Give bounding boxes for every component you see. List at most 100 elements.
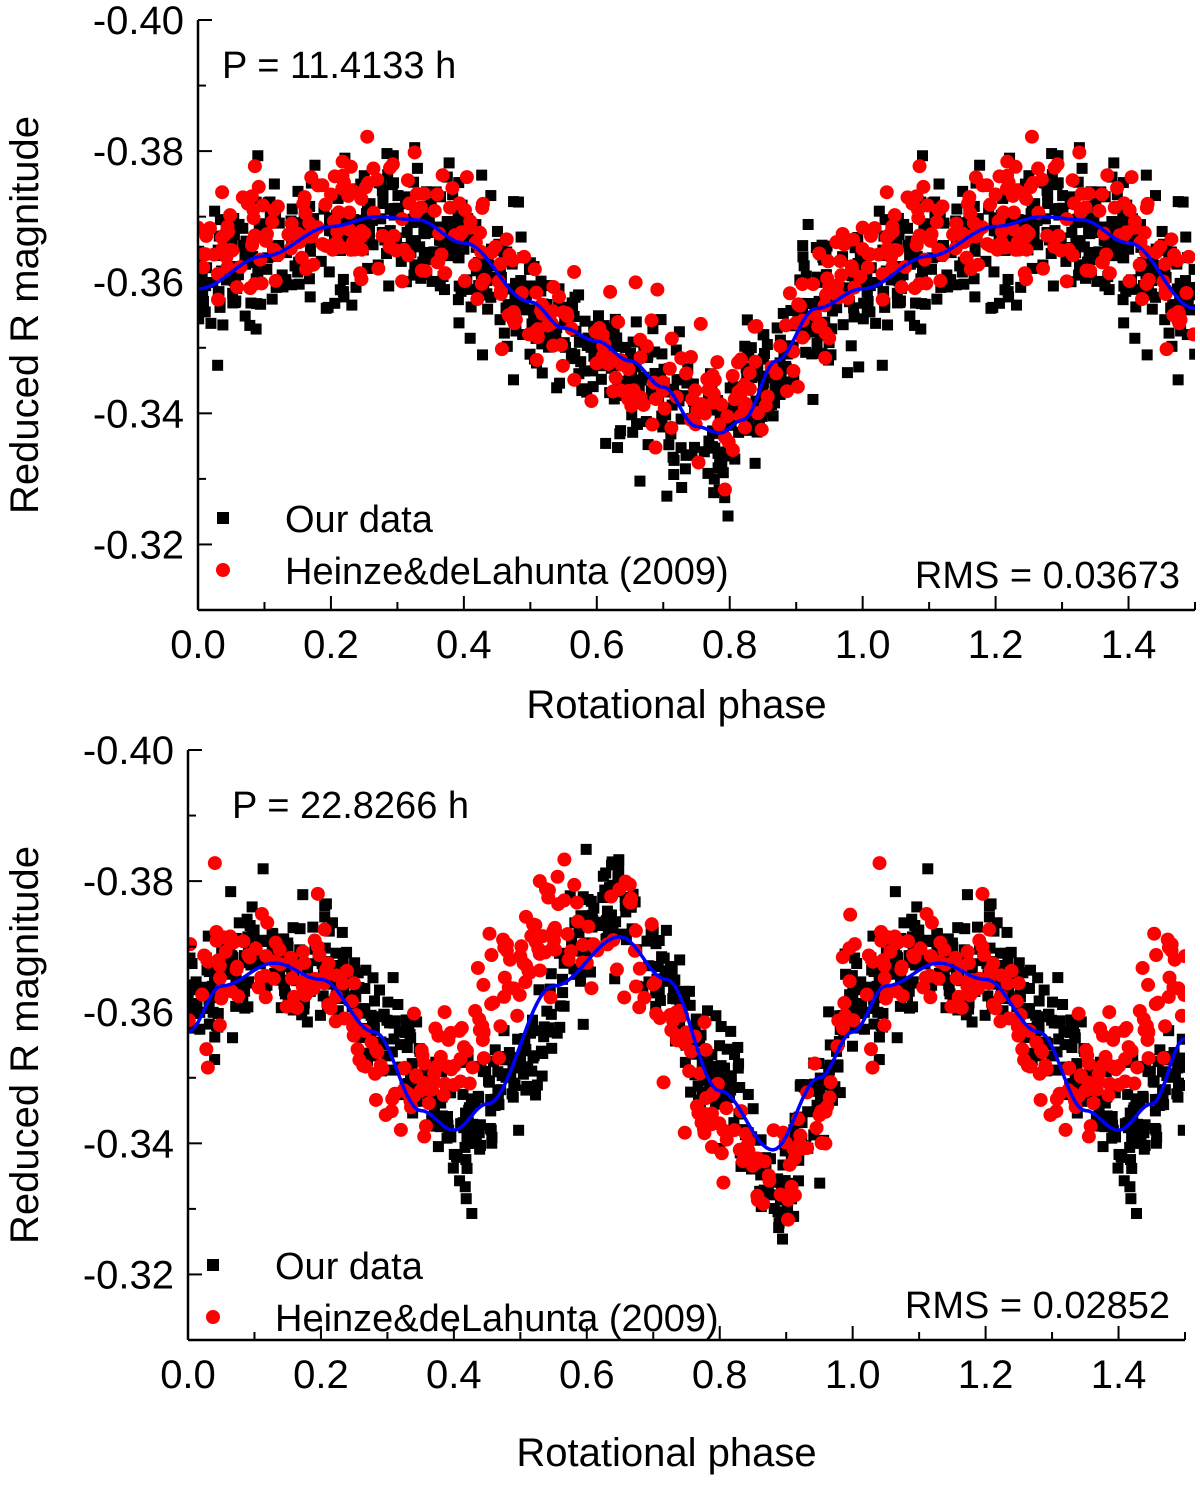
- point-our-data: [991, 917, 1003, 929]
- point-our-data: [969, 245, 981, 257]
- point-our-data: [658, 952, 670, 964]
- point-our-data: [1149, 190, 1161, 202]
- point-heinze-delahunta: [567, 372, 582, 387]
- point-our-data: [368, 995, 380, 1007]
- point-our-data: [889, 956, 901, 968]
- point-our-data: [252, 266, 264, 278]
- point-heinze-delahunta: [575, 938, 590, 953]
- point-heinze-delahunta: [396, 1061, 411, 1076]
- point-our-data: [759, 347, 771, 359]
- point-our-data: [754, 370, 766, 382]
- point-our-data: [428, 247, 440, 259]
- point-heinze-delahunta: [693, 316, 708, 331]
- point-our-data: [293, 278, 305, 290]
- point-heinze-delahunta: [834, 268, 849, 283]
- point-our-data: [742, 1088, 754, 1100]
- point-our-data: [702, 467, 714, 479]
- point-heinze-delahunta: [662, 361, 677, 376]
- point-heinze-delahunta: [211, 292, 226, 307]
- point-our-data: [708, 473, 720, 485]
- point-heinze-delahunta: [628, 923, 643, 938]
- point-heinze-delahunta: [410, 186, 425, 201]
- point-our-data: [1131, 1134, 1143, 1146]
- point-our-data: [1012, 214, 1024, 226]
- point-our-data: [1025, 964, 1037, 976]
- point-heinze-delahunta: [323, 1001, 338, 1016]
- x-axis-title: Rotational phase: [526, 683, 826, 727]
- point-our-data: [512, 1061, 524, 1073]
- point-our-data: [188, 952, 196, 964]
- point-heinze-delahunta: [1049, 1092, 1064, 1107]
- point-our-data: [241, 913, 253, 925]
- y-tick-label: -0.38: [93, 130, 184, 174]
- point-heinze-delahunta: [1025, 175, 1040, 190]
- point-our-data: [993, 297, 1005, 309]
- point-our-data: [253, 218, 265, 230]
- point-our-data: [911, 901, 923, 913]
- point-our-data: [432, 1141, 444, 1153]
- point-heinze-delahunta: [231, 989, 246, 1004]
- point-our-data: [1106, 1111, 1118, 1123]
- point-our-data: [350, 281, 362, 293]
- point-heinze-delahunta: [714, 397, 729, 412]
- point-heinze-delahunta: [304, 170, 319, 185]
- point-our-data: [376, 1039, 388, 1051]
- point-heinze-delahunta: [1108, 1025, 1123, 1040]
- point-our-data: [732, 1041, 744, 1053]
- point-our-data: [1142, 1065, 1154, 1077]
- point-heinze-delahunta: [306, 257, 321, 272]
- y-tick-label: -0.34: [93, 392, 184, 436]
- point-our-data: [650, 1000, 662, 1012]
- point-heinze-delahunta: [750, 406, 765, 421]
- point-our-data: [457, 1088, 469, 1100]
- point-our-data: [669, 974, 681, 986]
- point-our-data: [1023, 982, 1035, 994]
- point-our-data: [543, 1022, 555, 1034]
- point-our-data: [1011, 299, 1023, 311]
- x-tick-label: 0.0: [160, 1353, 216, 1397]
- point-our-data: [911, 251, 923, 263]
- x-tick-label: 0.4: [436, 623, 492, 667]
- point-our-data: [457, 1117, 469, 1129]
- point-heinze-delahunta: [1099, 247, 1114, 262]
- point-our-data: [388, 1033, 400, 1045]
- point-our-data: [426, 275, 438, 287]
- point-our-data: [320, 302, 332, 314]
- point-heinze-delahunta: [628, 275, 643, 290]
- point-heinze-delahunta: [636, 397, 651, 412]
- point-our-data: [1033, 995, 1045, 1007]
- point-heinze-delahunta: [230, 959, 245, 974]
- point-our-data: [873, 1031, 885, 1043]
- point-our-data: [663, 439, 675, 451]
- point-heinze-delahunta: [1141, 1051, 1156, 1066]
- point-our-data: [725, 1070, 737, 1082]
- point-our-data: [460, 1193, 472, 1205]
- point-our-data: [507, 1091, 519, 1103]
- point-our-data: [826, 323, 838, 335]
- point-our-data: [919, 958, 931, 970]
- point-heinze-delahunta: [935, 199, 950, 214]
- point-our-data: [661, 490, 673, 502]
- point-our-data: [204, 987, 216, 999]
- point-heinze-delahunta: [1032, 1066, 1047, 1081]
- point-our-data: [841, 367, 853, 379]
- point-our-data: [942, 281, 954, 293]
- point-heinze-delahunta: [227, 935, 242, 950]
- point-our-data: [601, 914, 613, 926]
- point-heinze-delahunta: [845, 263, 860, 278]
- point-our-data: [315, 255, 327, 267]
- point-heinze-delahunta: [198, 260, 211, 275]
- point-our-data: [954, 260, 966, 272]
- point-our-data: [188, 998, 199, 1010]
- point-heinze-delahunta: [1019, 191, 1034, 206]
- point-our-data: [627, 426, 639, 438]
- point-our-data: [864, 306, 876, 318]
- point-heinze-delahunta: [714, 1146, 729, 1161]
- point-heinze-delahunta: [1074, 186, 1089, 201]
- point-heinze-delahunta: [719, 1101, 734, 1116]
- point-our-data: [846, 1040, 858, 1052]
- point-our-data: [688, 441, 700, 453]
- point-our-data: [257, 863, 269, 875]
- point-heinze-delahunta: [260, 915, 275, 930]
- point-our-data: [689, 1022, 701, 1034]
